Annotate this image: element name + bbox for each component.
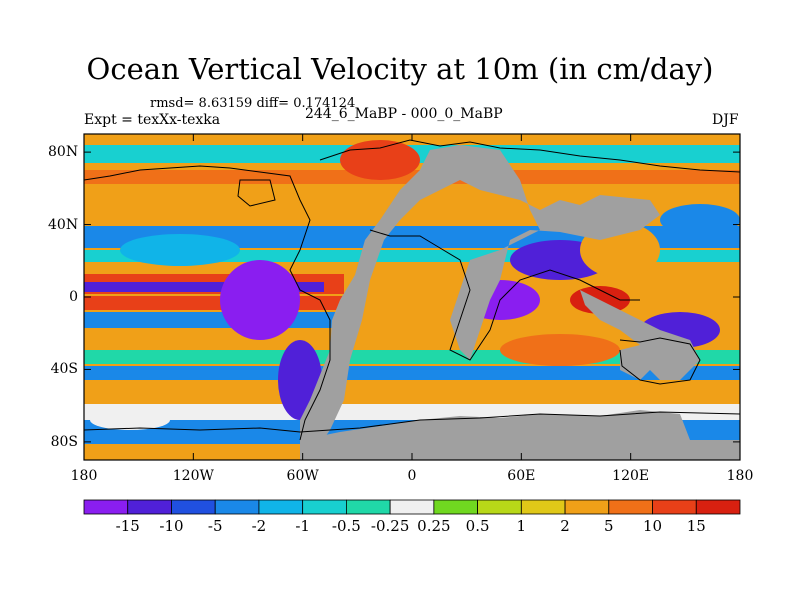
- colorbar-swatch: [389, 499, 435, 515]
- experiment-text: Expt = texXx-texka: [84, 112, 221, 128]
- colorbar-label: 1: [516, 517, 527, 535]
- coastlines: [84, 139, 740, 441]
- lon-tick-label: 180: [726, 468, 754, 484]
- colorbar-swatch: [608, 499, 653, 515]
- colorbar-swatch: [83, 499, 129, 515]
- season-text: DJF: [712, 112, 739, 128]
- comparison-text: 244_6_MaBP - 000_0_MaBP: [305, 106, 503, 122]
- colorbar-label: 10: [642, 517, 663, 535]
- lon-tick-label: 180: [70, 468, 98, 484]
- colorbar-swatch: [695, 499, 741, 515]
- colorbar-label: 0.25: [417, 517, 451, 535]
- colorbar-swatch: [564, 499, 610, 515]
- colorbar-swatch: [127, 499, 172, 515]
- colorbar: [83, 499, 741, 515]
- colorbar-swatch: [433, 499, 479, 515]
- map-field: [84, 134, 740, 460]
- colorbar-swatch: [652, 499, 697, 515]
- colorbar-label: -1: [295, 517, 310, 535]
- colorbar-label: 2: [560, 517, 570, 535]
- lat-tick-label: 40S: [50, 361, 78, 378]
- colorbar-swatch: [345, 499, 391, 515]
- colorbar-label: -15: [115, 517, 140, 535]
- colorbar-label: -2: [251, 517, 267, 535]
- land-asia-australia: [580, 290, 700, 380]
- stats-text: rmsd= 8.63159 diff= 0.174124: [150, 96, 356, 111]
- lon-tick-label: 120W: [172, 468, 214, 484]
- colorbar-swatch: [171, 499, 216, 515]
- lat-tick-label: 40N: [48, 216, 79, 233]
- land-americas-africa-europe: [300, 145, 660, 460]
- lon-tick-label: 120E: [612, 468, 650, 484]
- colorbar-swatch: [520, 499, 566, 515]
- lat-tick-label: 0: [69, 289, 78, 305]
- land-antarctica: [300, 410, 740, 460]
- lon-tick-label: 60E: [507, 468, 536, 484]
- colorbar-swatch: [258, 499, 304, 515]
- colorbar-label: 0.5: [465, 517, 490, 535]
- map-ticks: [83, 134, 741, 460]
- colorbar-label: -10: [159, 517, 184, 535]
- lon-tick-label: 0: [407, 468, 417, 484]
- lat-tick-label: 80S: [50, 433, 78, 450]
- colorbar-swatch: [477, 499, 522, 515]
- lat-tick-label: 80N: [48, 144, 79, 161]
- map-title: Ocean Vertical Velocity at 10m (in cm/da…: [86, 52, 714, 86]
- colorbar-label: -0.5: [331, 517, 361, 535]
- colorbar-swatch: [302, 499, 347, 515]
- colorbar-label: -0.25: [370, 517, 410, 535]
- colorbar-swatch: [214, 499, 260, 515]
- lon-tick-label: 60W: [286, 468, 319, 484]
- colorbar-label: 5: [604, 517, 614, 535]
- colorbar-label: -5: [207, 517, 223, 535]
- colorbar-label: 15: [686, 517, 706, 535]
